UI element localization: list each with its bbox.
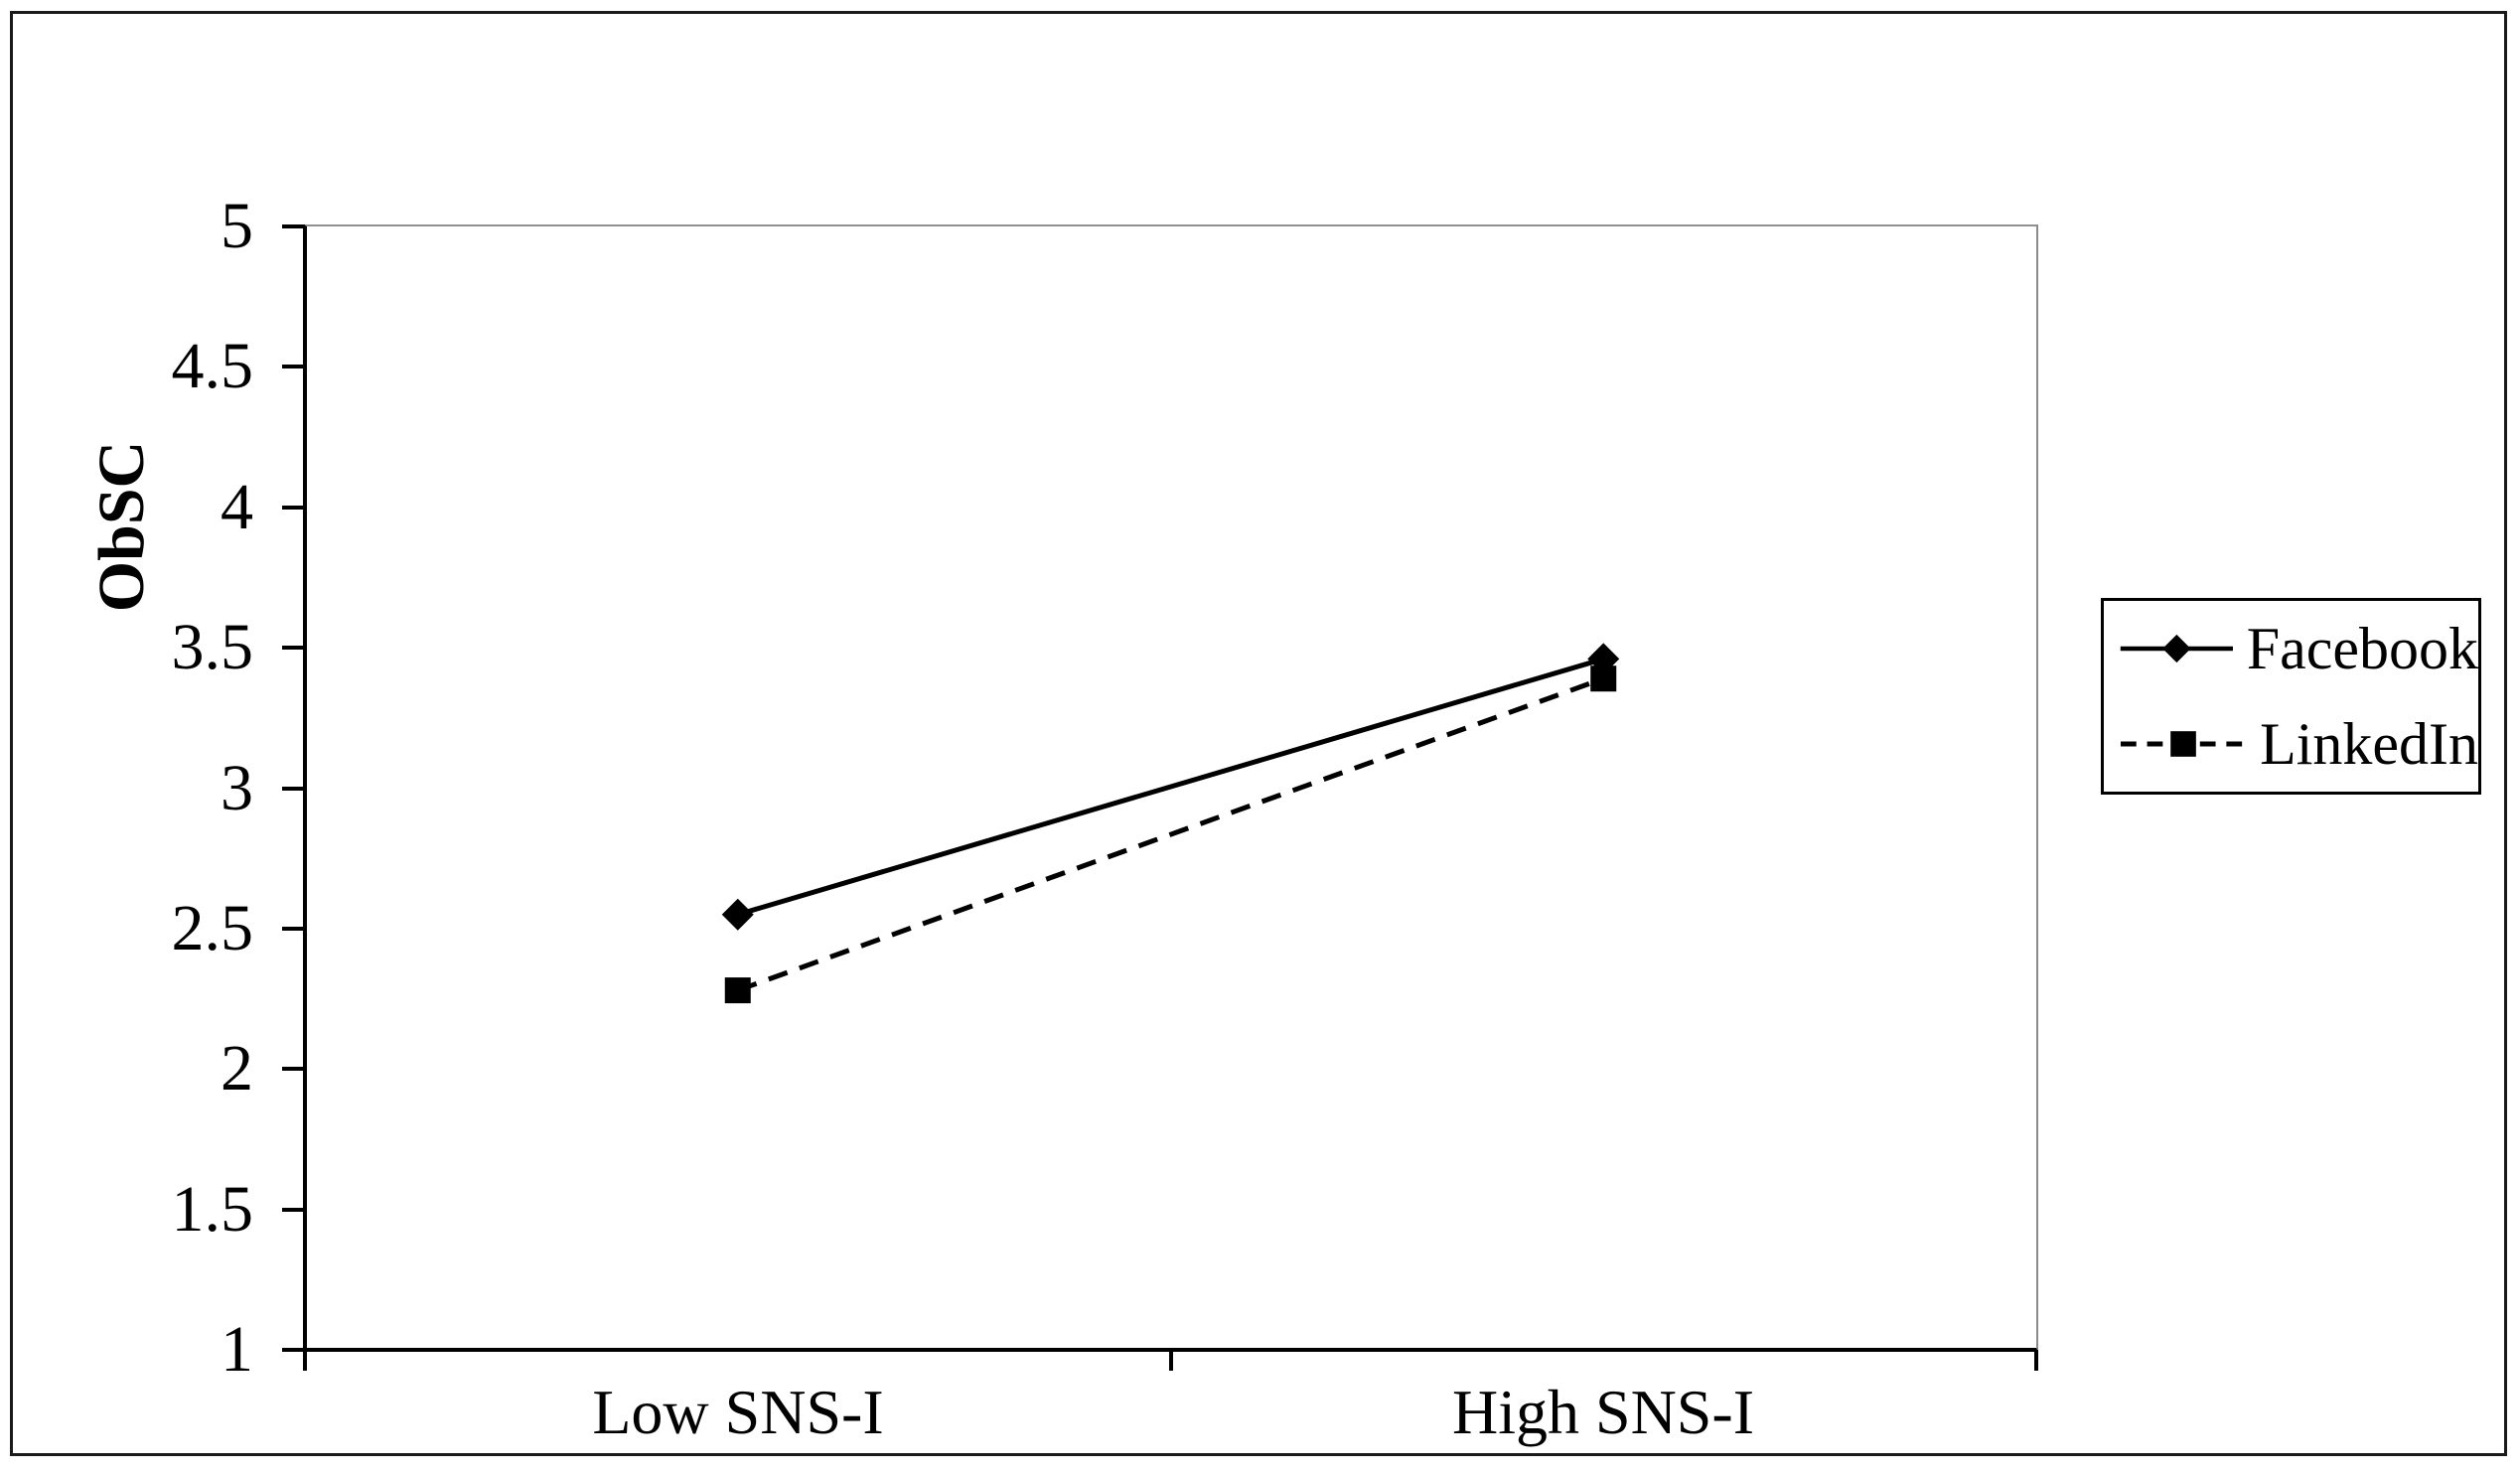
y-tick-mark-5 [282, 224, 305, 228]
y-tick-mark-2 [282, 1067, 305, 1072]
legend: Facebook LinkedIn [2101, 598, 2481, 795]
y-tick-label-3: 3 [221, 751, 253, 824]
legend-dashed-line-square-icon [2120, 731, 2247, 757]
y-tick-mark-4.5 [282, 365, 305, 369]
y-tick-mark-3.5 [282, 646, 305, 651]
y-tick-label-2.5: 2.5 [171, 891, 254, 964]
y-tick-label-2: 2 [221, 1032, 253, 1105]
y-tick-label-4.5: 4.5 [171, 330, 254, 403]
x-category-label-low: Low SNS-I [592, 1377, 884, 1447]
plot-area [303, 224, 2038, 1352]
y-tick-label-4: 4 [221, 470, 253, 543]
y-tick-label-1.5: 1.5 [171, 1172, 254, 1246]
y-tick-label-5: 5 [221, 190, 253, 262]
y-tick-mark-3 [282, 786, 305, 791]
legend-item-facebook: Facebook [2104, 615, 2478, 683]
legend-label-linkedin: LinkedIn [2260, 710, 2478, 777]
y-tick-mark-2.5 [282, 926, 305, 931]
y-tick-label-3.5: 3.5 [171, 611, 254, 684]
x-tick-mark-2 [2034, 1350, 2038, 1371]
y-tick-label-1: 1 [221, 1313, 253, 1386]
legend-item-linkedin: LinkedIn [2104, 710, 2478, 779]
y-tick-mark-4 [282, 505, 305, 510]
y-tick-mark-1.5 [282, 1207, 305, 1212]
x-category-label-high: High SNS-I [1451, 1377, 1755, 1447]
figure-border [10, 11, 2507, 1456]
y-tick-mark-1 [282, 1348, 305, 1352]
x-tick-mark-1 [1168, 1350, 1173, 1371]
legend-label-facebook: Facebook [2246, 615, 2478, 681]
x-tick-mark-0 [303, 1350, 307, 1371]
legend-solid-line-diamond-icon [2120, 634, 2233, 663]
